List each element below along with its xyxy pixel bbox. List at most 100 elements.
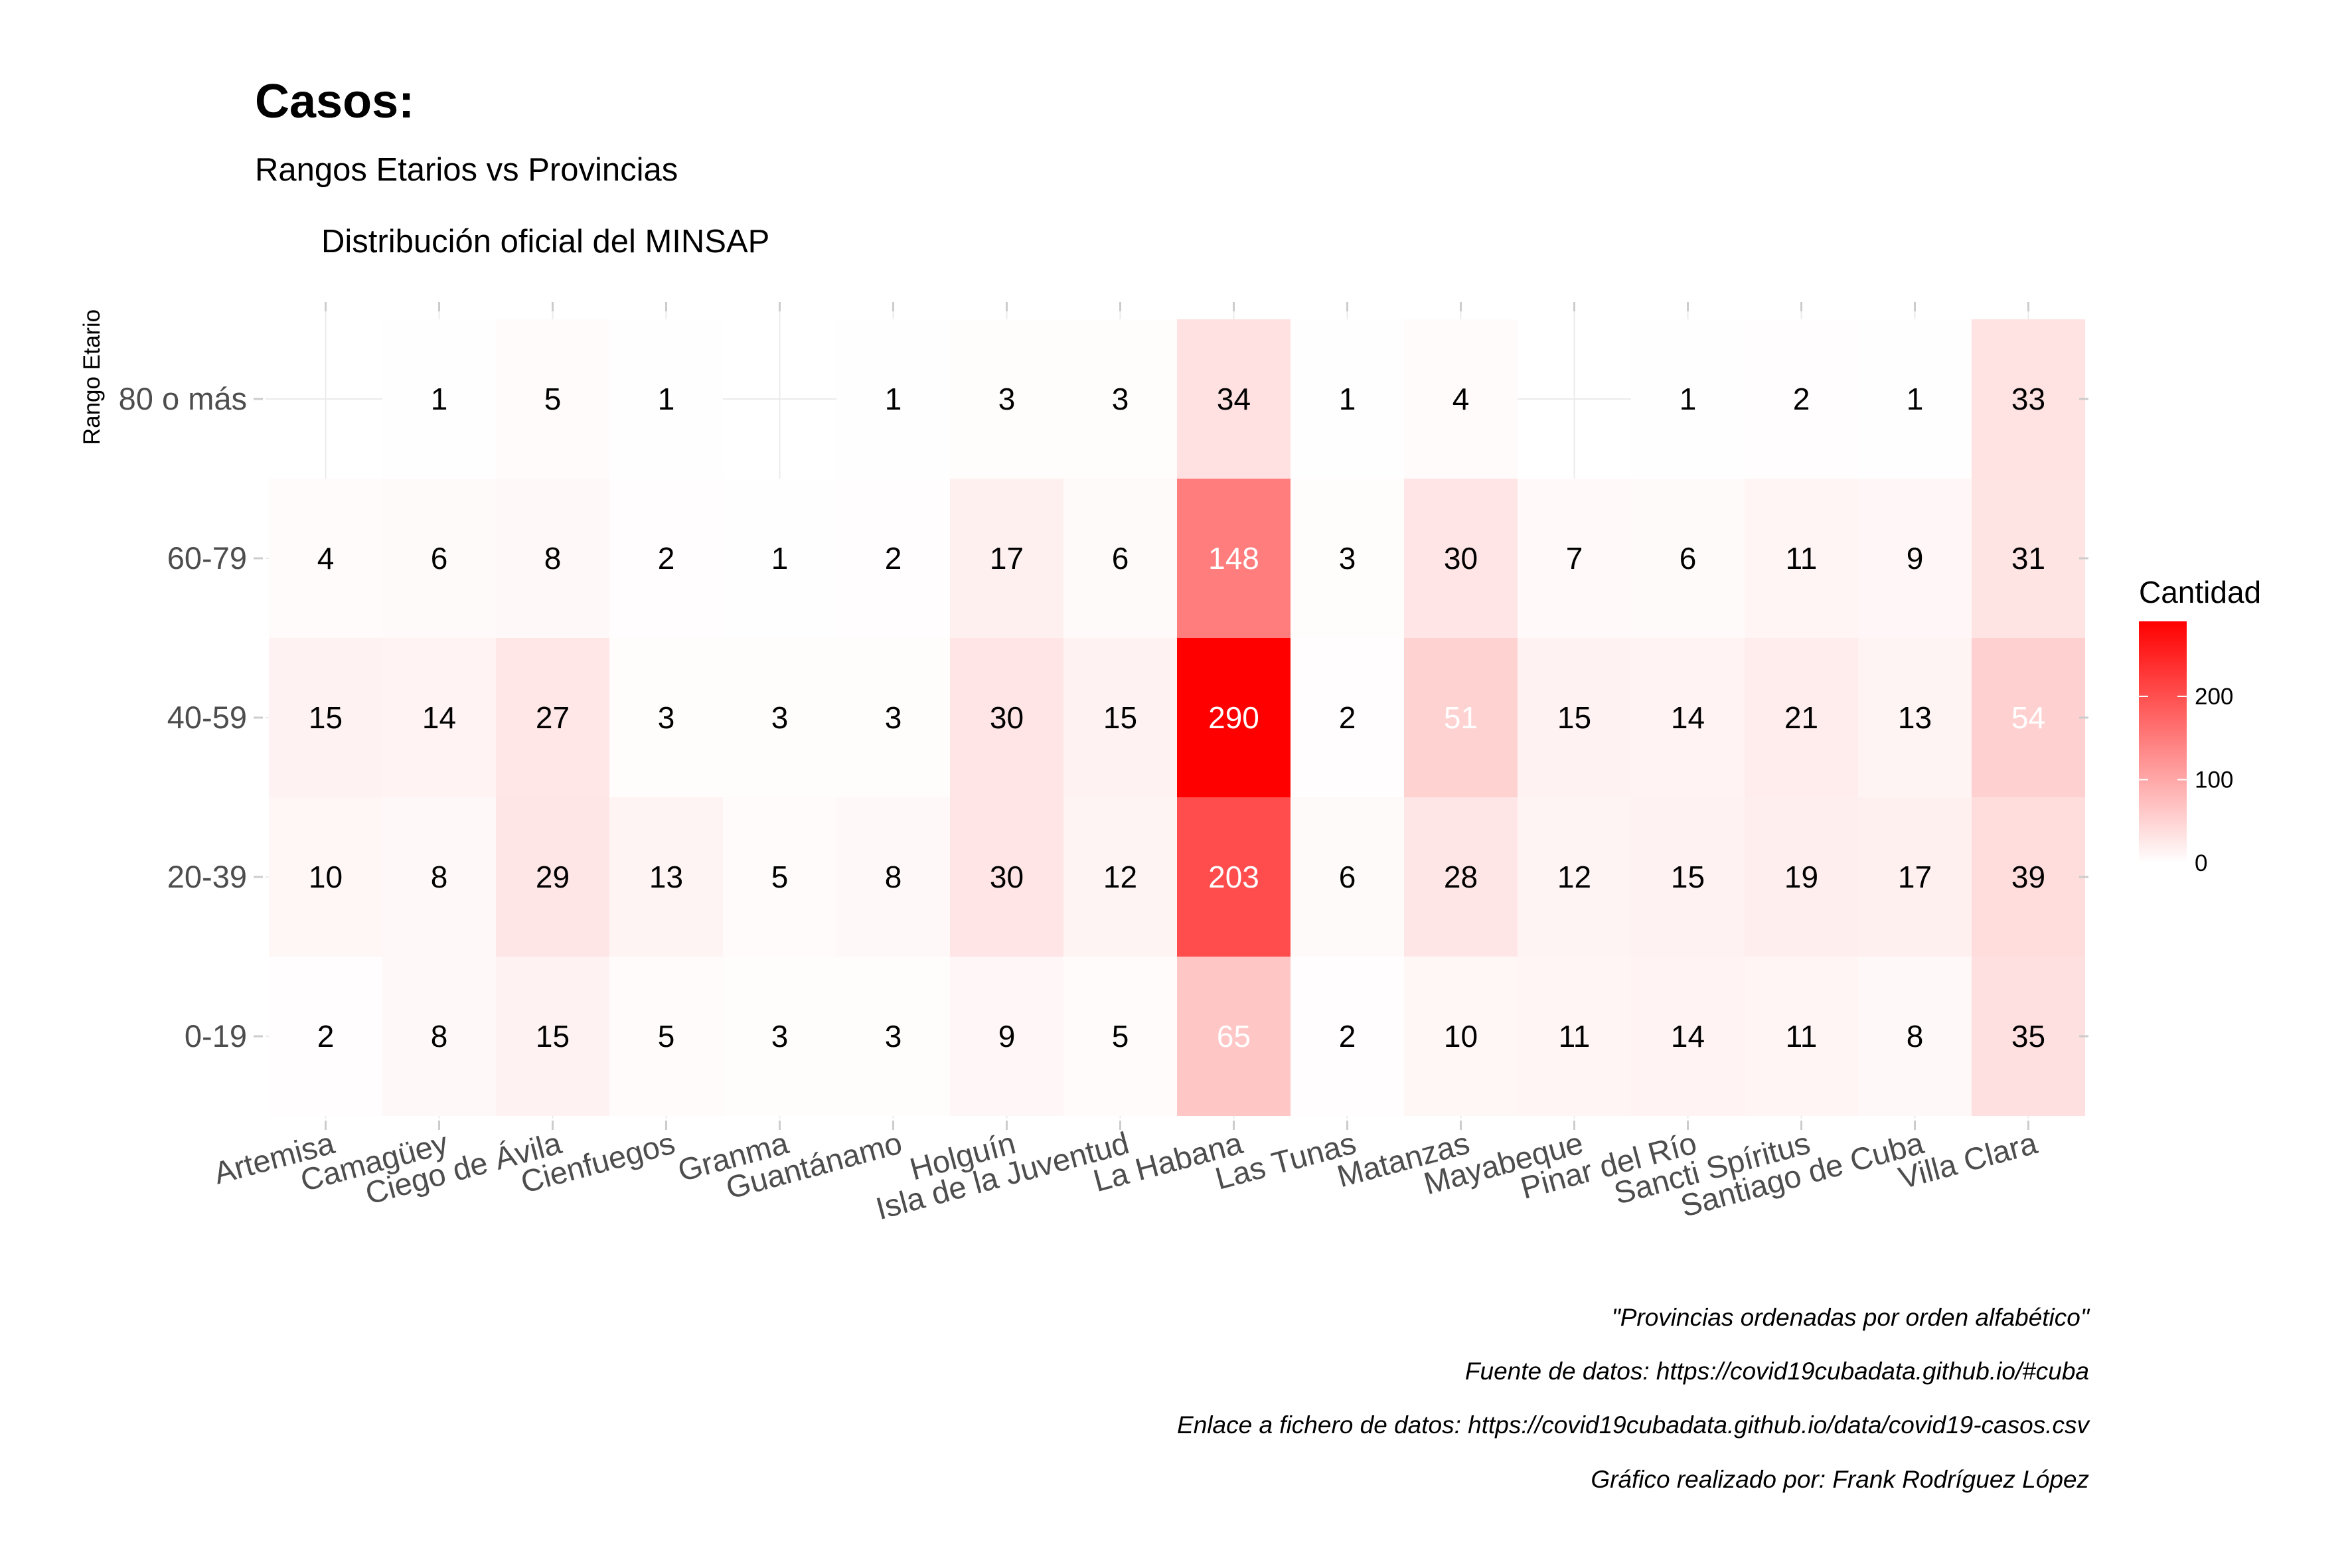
cell-value-label: 7 bbox=[1566, 541, 1583, 576]
cell-value-label: 17 bbox=[1898, 860, 1932, 894]
heatmap-tile bbox=[609, 638, 723, 797]
legend-tick-label: 0 bbox=[2195, 850, 2207, 876]
heatmap-tile bbox=[836, 479, 950, 638]
heatmap-tile bbox=[496, 319, 609, 479]
heatmap-tile bbox=[1291, 479, 1404, 638]
heatmap-tile bbox=[1745, 319, 1858, 479]
cell-value-label: 28 bbox=[1444, 860, 1478, 894]
heatmap-tile bbox=[1858, 479, 1972, 638]
heatmap-tile bbox=[1745, 479, 1858, 638]
caption-note: "Provincias ordenadas por orden alfabéti… bbox=[1611, 1304, 2089, 1331]
heatmap-tile bbox=[496, 797, 609, 957]
heatmap-tile bbox=[836, 638, 950, 797]
y-tick-label: 60-79 bbox=[167, 540, 247, 576]
legend: Cantidad 0 100 200 bbox=[2139, 575, 2261, 876]
heatmap-tile bbox=[723, 479, 836, 638]
cell-value-label: 33 bbox=[2011, 382, 2045, 416]
heatmap-tile bbox=[836, 319, 950, 479]
heatmap-tile bbox=[609, 797, 723, 957]
caption-source: Fuente de datos: https://covid19cubadata… bbox=[1464, 1358, 2089, 1385]
heatmap-tile bbox=[1631, 319, 1745, 479]
heatmap-tile bbox=[496, 638, 609, 797]
cell-value-label: 8 bbox=[885, 860, 902, 894]
heatmap-tile bbox=[1518, 957, 1631, 1116]
heatmap-tile bbox=[723, 957, 836, 1116]
heatmap-tile bbox=[1291, 797, 1404, 957]
cell-value-label: 14 bbox=[422, 700, 456, 735]
cell-value-label: 15 bbox=[1557, 700, 1591, 735]
heatmap-tile bbox=[1972, 957, 2085, 1116]
cell-value-label: 3 bbox=[771, 1019, 789, 1054]
heatmap-tile bbox=[609, 479, 723, 638]
heatmap-tile bbox=[950, 957, 1063, 1116]
heatmap-tile bbox=[1063, 638, 1177, 797]
cell-value-label: 2 bbox=[1339, 700, 1356, 735]
cell-value-label: 12 bbox=[1557, 860, 1591, 894]
heatmap-tile bbox=[723, 797, 836, 957]
cell-value-label: 12 bbox=[1103, 860, 1137, 894]
cell-value-label: 29 bbox=[536, 860, 570, 894]
cell-value-label: 39 bbox=[2011, 860, 2045, 894]
cell-value-label: 3 bbox=[658, 700, 675, 735]
cell-value-label: 2 bbox=[885, 541, 902, 576]
cell-value-label: 4 bbox=[1452, 382, 1470, 416]
cell-value-label: 13 bbox=[1898, 700, 1932, 735]
cell-value-label: 15 bbox=[1671, 860, 1705, 894]
heatmap-tile bbox=[1631, 797, 1745, 957]
cell-value-label: 10 bbox=[1444, 1019, 1478, 1054]
heatmap-tile bbox=[1972, 479, 2085, 638]
heatmap-tile bbox=[496, 479, 609, 638]
heatmap-tile bbox=[1972, 319, 2085, 479]
heatmap-tile bbox=[382, 957, 496, 1116]
heatmap-tile bbox=[1972, 797, 2085, 957]
cell-value-label: 27 bbox=[536, 700, 570, 735]
cell-value-label: 2 bbox=[1793, 382, 1810, 416]
legend-colorbar bbox=[2139, 621, 2187, 863]
cell-value-label: 31 bbox=[2011, 541, 2045, 576]
cell-value-label: 2 bbox=[658, 541, 675, 576]
cell-value-label: 14 bbox=[1671, 1019, 1705, 1054]
cell-value-label: 13 bbox=[649, 860, 683, 894]
heatmap-tile bbox=[609, 957, 723, 1116]
heatmap-tiles bbox=[269, 319, 2085, 1116]
heatmap-tile bbox=[269, 797, 382, 957]
cell-value-label: 1 bbox=[771, 541, 789, 576]
heatmap-tile bbox=[1291, 957, 1404, 1116]
legend-tick-label: 100 bbox=[2195, 767, 2233, 793]
heatmap-tile bbox=[382, 319, 496, 479]
cell-value-label: 3 bbox=[1339, 541, 1356, 576]
heatmap-tile bbox=[1518, 479, 1631, 638]
cell-value-label: 5 bbox=[544, 382, 562, 416]
cell-value-label: 2 bbox=[317, 1019, 335, 1054]
cell-value-label: 5 bbox=[658, 1019, 675, 1054]
heatmap-tile bbox=[723, 638, 836, 797]
heatmap-tile bbox=[950, 319, 1063, 479]
cell-value-label: 11 bbox=[1559, 1019, 1591, 1054]
y-tick-label: 0-19 bbox=[185, 1018, 247, 1054]
heatmap-tile bbox=[269, 479, 382, 638]
cell-value-label: 15 bbox=[1103, 700, 1137, 735]
cell-value-label: 8 bbox=[544, 541, 562, 576]
cell-value-label: 30 bbox=[1444, 541, 1478, 576]
heatmap-tile bbox=[1177, 797, 1291, 957]
cell-value-label: 3 bbox=[1112, 382, 1129, 416]
caption-author: Gráfico realizado por: Frank Rodríguez L… bbox=[1591, 1466, 2089, 1493]
cell-value-label: 8 bbox=[431, 860, 448, 894]
heatmap-tile bbox=[382, 638, 496, 797]
heatmap-tile bbox=[1631, 479, 1745, 638]
heatmap-tile bbox=[1063, 797, 1177, 957]
cell-value-label: 148 bbox=[1208, 541, 1259, 576]
cell-value-label: 203 bbox=[1208, 860, 1259, 894]
cell-value-label: 1 bbox=[1680, 382, 1697, 416]
heatmap-tile bbox=[1518, 797, 1631, 957]
heatmap-tile bbox=[1404, 638, 1518, 797]
heatmap-tile bbox=[1291, 638, 1404, 797]
cell-value-label: 1 bbox=[885, 382, 902, 416]
heatmap-tile bbox=[496, 957, 609, 1116]
caption-data-link: Enlace a fichero de datos: https://covid… bbox=[1177, 1411, 2089, 1439]
legend-title: Cantidad bbox=[2139, 575, 2261, 609]
cell-value-label: 14 bbox=[1671, 700, 1705, 735]
cell-value-label: 290 bbox=[1208, 700, 1259, 735]
